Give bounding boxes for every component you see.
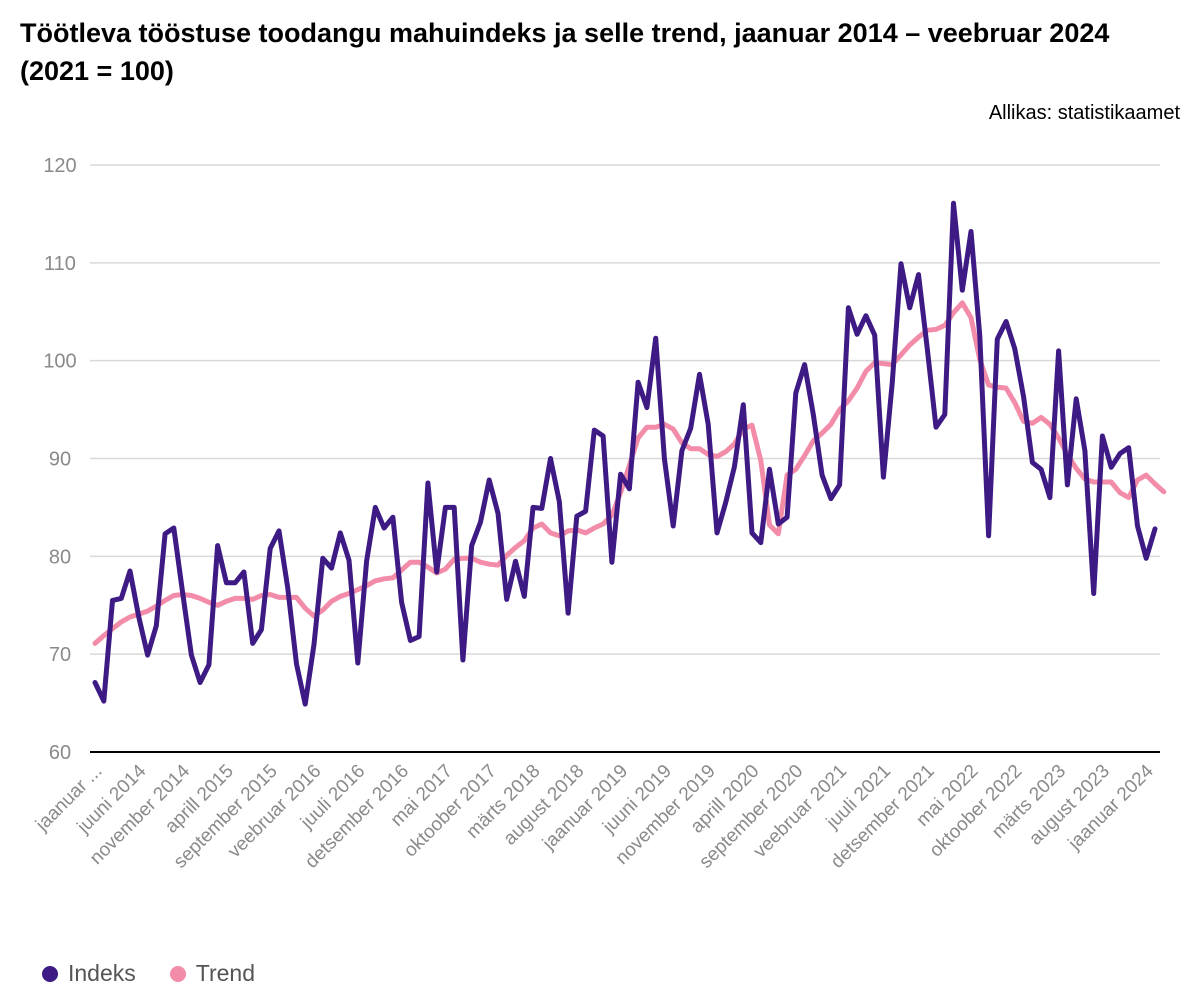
y-tick-label: 80 [49, 546, 71, 568]
legend-label-indeks: Indeks [68, 960, 136, 986]
legend-item-indeks[interactable]: Indeks [42, 960, 136, 987]
series-line-indeks[interactable] [92, 200, 1158, 707]
legend-swatch-trend [169, 965, 186, 982]
y-tick-label: 70 [49, 644, 71, 666]
legend-item-trend[interactable]: Trend [169, 960, 255, 987]
source-note: Allikas: statistikaamet [988, 102, 1180, 124]
chart-title: Töötleva tööstuse toodangu mahuindeks ja… [20, 18, 1110, 86]
legend-label-trend: Trend [195, 960, 255, 986]
y-tick-label: 110 [44, 253, 76, 275]
legend: Indeks Trend [42, 960, 255, 987]
y-tick-label: 90 [49, 449, 71, 471]
legend-swatch-indeks [42, 965, 58, 982]
y-tick-label: 100 [43, 351, 76, 373]
y-tick-label: 60 [49, 742, 71, 764]
y-tick-label: 120 [43, 155, 76, 177]
